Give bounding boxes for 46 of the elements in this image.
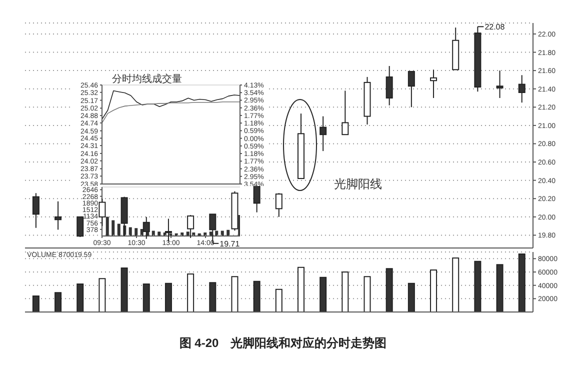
bar xyxy=(106,216,109,236)
line-series xyxy=(102,90,240,120)
bar xyxy=(76,284,84,312)
annotation: 22.08 xyxy=(484,22,506,32)
candlestick xyxy=(32,192,40,228)
bar xyxy=(452,258,460,312)
candlestick xyxy=(275,192,282,218)
bar xyxy=(98,278,106,312)
candlestick xyxy=(408,70,415,108)
bar xyxy=(275,288,282,312)
bar xyxy=(164,282,172,312)
candlestick xyxy=(342,90,349,136)
chart-title: 分时均线成交量 xyxy=(112,72,182,86)
bar xyxy=(187,274,194,312)
bar xyxy=(134,228,138,236)
bar xyxy=(386,268,393,312)
candlestick xyxy=(76,216,84,238)
bar xyxy=(209,282,216,312)
annotation: 光脚阳线 xyxy=(334,176,382,193)
bar xyxy=(32,296,40,312)
bar xyxy=(54,292,62,312)
bar xyxy=(320,276,327,312)
bar xyxy=(253,280,260,312)
bar xyxy=(117,224,120,236)
candlestick xyxy=(386,65,393,106)
bar xyxy=(364,276,371,312)
bar xyxy=(112,220,115,236)
bar xyxy=(408,282,415,312)
candlestick xyxy=(320,116,327,152)
caption: 图 4-20 光脚阳线和对应的分时走势图 xyxy=(178,335,388,352)
candlestick xyxy=(518,74,526,104)
bar xyxy=(142,284,150,312)
bar xyxy=(342,272,349,312)
annotation: 19.71 xyxy=(220,239,240,248)
bar xyxy=(238,215,240,236)
bar xyxy=(518,254,526,312)
candlestick xyxy=(430,69,438,98)
bar xyxy=(430,270,438,312)
candlestick xyxy=(496,70,504,98)
bar xyxy=(474,260,482,312)
candlestick xyxy=(54,200,62,230)
bar xyxy=(496,264,504,312)
bar xyxy=(297,266,304,312)
bar xyxy=(231,276,238,312)
bar xyxy=(120,268,128,312)
line-series xyxy=(102,101,240,124)
